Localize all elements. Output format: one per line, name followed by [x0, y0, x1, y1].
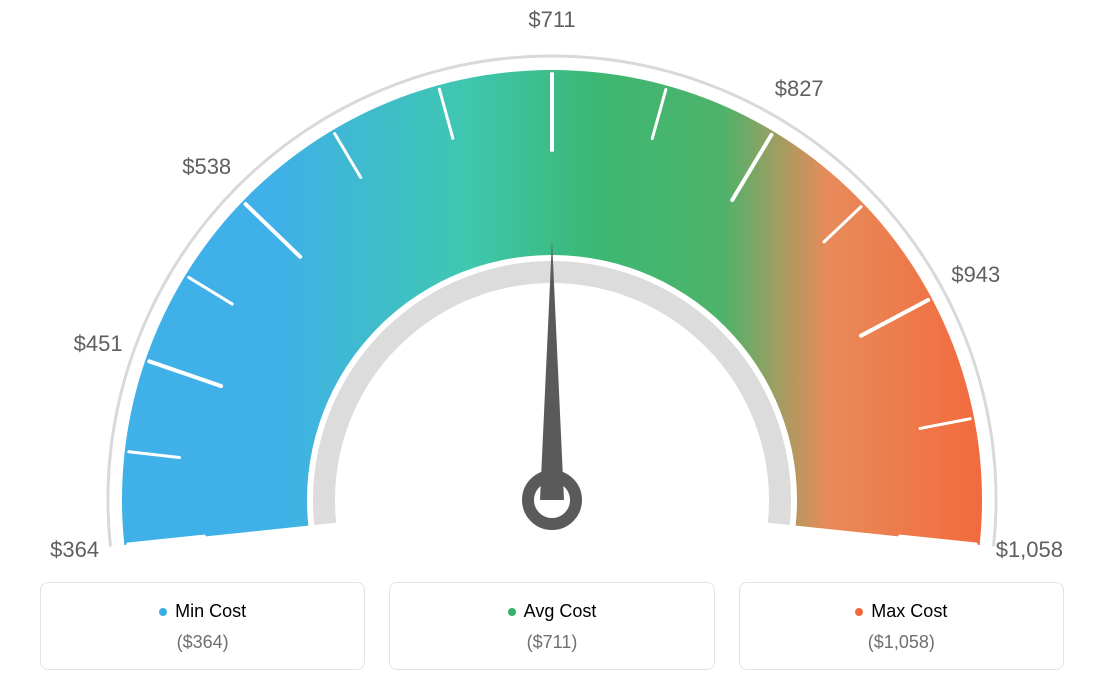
max-dot-icon — [855, 608, 863, 616]
legend-title-avg: Avg Cost — [508, 601, 597, 622]
gauge-tick-label: $827 — [775, 76, 824, 102]
legend-label-avg: Avg Cost — [524, 601, 597, 622]
gauge-tick-label: $943 — [951, 262, 1000, 288]
gauge-tick-label: $364 — [50, 537, 99, 563]
legend-title-min: Min Cost — [159, 601, 246, 622]
legend-card-avg: Avg Cost ($711) — [389, 582, 714, 670]
avg-dot-icon — [508, 608, 516, 616]
legend-row: Min Cost ($364) Avg Cost ($711) Max Cost… — [40, 582, 1064, 670]
legend-label-max: Max Cost — [871, 601, 947, 622]
legend-value-min: ($364) — [51, 632, 354, 653]
legend-value-avg: ($711) — [400, 632, 703, 653]
gauge-tick-label: $711 — [528, 7, 575, 33]
min-dot-icon — [159, 608, 167, 616]
legend-card-max: Max Cost ($1,058) — [739, 582, 1064, 670]
legend-title-max: Max Cost — [855, 601, 947, 622]
gauge-tick-label: $538 — [182, 154, 231, 180]
cost-gauge-container: $364 $451 $538 $711 $827 $943 $1,058 Min Cost … — [0, 0, 1104, 690]
gauge-tick-label: $1,058 — [996, 537, 1063, 563]
gauge-area: $364 $451 $538 $711 $827 $943 $1,058 — [0, 0, 1104, 560]
legend-label-min: Min Cost — [175, 601, 246, 622]
gauge-svg — [0, 0, 1104, 560]
legend-card-min: Min Cost ($364) — [40, 582, 365, 670]
gauge-tick-label: $451 — [74, 331, 123, 357]
legend-value-max: ($1,058) — [750, 632, 1053, 653]
